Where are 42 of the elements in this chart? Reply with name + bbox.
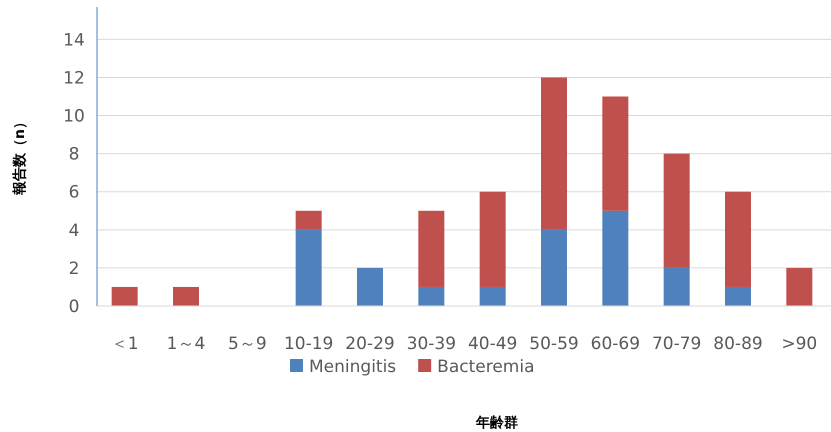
bar	[725, 286, 751, 306]
legend-label: Bacteremia	[437, 357, 534, 377]
y-tick-label: 2	[68, 258, 80, 279]
bar	[541, 77, 567, 230]
x-tick-label: 70-79	[652, 334, 702, 354]
y-tick-label: 6	[68, 182, 80, 203]
y-tick-label: 0	[68, 297, 80, 317]
bar	[296, 230, 322, 306]
x-tick-label: 10-19	[284, 334, 334, 354]
bar	[173, 286, 199, 306]
bar	[602, 96, 628, 211]
bar	[418, 286, 444, 306]
x-tick-label: 1～4	[166, 334, 206, 354]
bar	[357, 268, 383, 306]
bar	[541, 230, 567, 306]
bar	[112, 286, 138, 306]
y-tick-label: 8	[68, 144, 80, 165]
bar	[602, 210, 628, 306]
x-tick-label: 20-29	[345, 334, 395, 354]
x-axis-title: 年齢群	[475, 415, 518, 431]
bar	[296, 210, 322, 230]
bar	[480, 286, 506, 306]
x-tick-label: 5～9	[228, 334, 267, 354]
y-tick-label: 12	[63, 68, 85, 88]
bar	[786, 268, 812, 306]
bar	[664, 154, 690, 268]
x-tick-label: 40-49	[468, 334, 518, 354]
bar	[418, 210, 444, 287]
y-tick-label: 10	[63, 106, 85, 127]
x-tick-label: 60-69	[590, 334, 640, 354]
y-axis-title: 報告数（n）	[12, 115, 28, 196]
legend-label: Meningitis	[309, 357, 396, 377]
y-tick-label: 4	[68, 220, 80, 241]
x-tick-label: 50-59	[529, 334, 579, 354]
bar	[664, 268, 690, 306]
x-tick-label: 30-39	[406, 334, 456, 354]
x-tick-label: ＜1	[110, 334, 139, 354]
x-tick-label: 80-89	[713, 334, 763, 354]
x-tick-label: >90	[781, 334, 818, 354]
bar	[480, 192, 506, 287]
bar	[725, 192, 751, 287]
y-tick-label: 14	[63, 30, 85, 50]
